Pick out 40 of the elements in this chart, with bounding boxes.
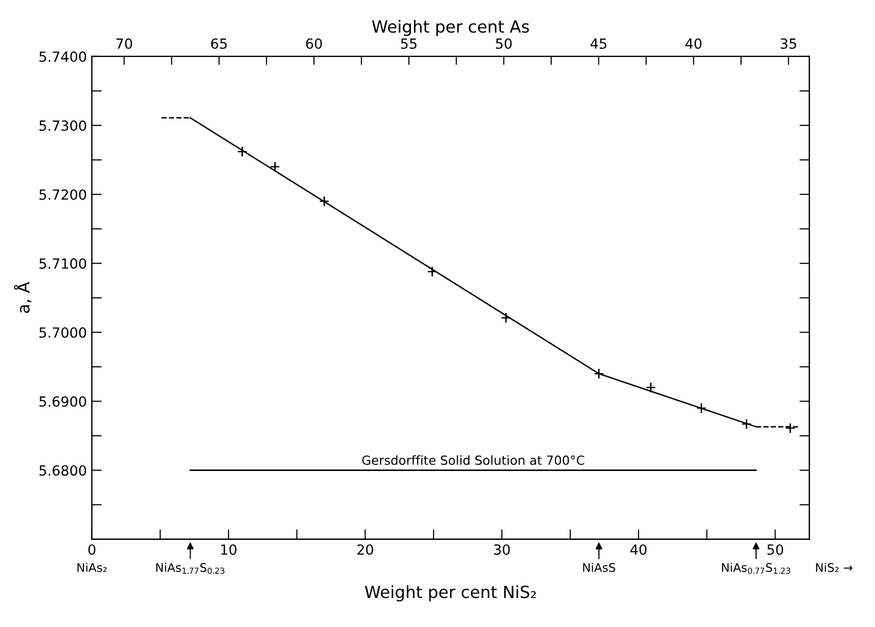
x2-tick-label: 35 (780, 38, 796, 49)
x2-axis-title: Weight per cent As (372, 20, 529, 36)
x2-tick-label: 55 (401, 38, 416, 49)
point (500, 312, 511, 323)
x2-tick-label: 70 (116, 38, 132, 49)
x2-tick-label: 50 (496, 38, 512, 49)
x2-tick-label: 65 (211, 38, 227, 49)
x-tick-label: 20 (357, 544, 374, 555)
point (319, 196, 330, 206)
point (594, 368, 604, 379)
x-tick-label: 0 (88, 544, 96, 555)
x-tick-label: 40 (630, 544, 646, 555)
text: NiAs$_{1.77}$S$_{0.23}$ (156, 562, 224, 574)
y-tick-label: 5.6800 (39, 465, 86, 476)
x-tick-label: 10 (221, 544, 236, 555)
y-tick-label: 5.7200 (39, 189, 86, 200)
y-tick-label: 5.7000 (39, 327, 86, 338)
point (696, 403, 706, 414)
point (237, 146, 248, 157)
text: NiS₂ → (816, 562, 852, 572)
x2-tick-label: 60 (306, 38, 322, 49)
y-tick-label: 5.6900 (39, 396, 86, 407)
x-tick-label: 50 (767, 544, 784, 555)
point (741, 419, 752, 430)
y-tick-label: 5.7300 (39, 120, 86, 131)
x-axis-title: Weight per cent NiS₂ (364, 585, 536, 602)
y-tick-label: 5.7100 (39, 258, 86, 269)
point (646, 382, 656, 393)
y-axis-title: a, Å (14, 282, 32, 313)
annotation: Gersdorffite Solid Solution at 700°C (362, 455, 584, 465)
text: NiAs$_{0.77}$S$_{1.23}$ (722, 562, 790, 574)
text: NiAsS (583, 562, 616, 572)
x-tick-label: 30 (494, 544, 510, 555)
text: NiAs₂ (78, 562, 107, 572)
point (785, 423, 796, 434)
x2-tick-label: 45 (590, 38, 606, 49)
y-tick-label: 5.7400 (39, 51, 86, 62)
point (270, 162, 280, 172)
point (427, 266, 438, 277)
x2-tick-label: 40 (685, 38, 702, 49)
